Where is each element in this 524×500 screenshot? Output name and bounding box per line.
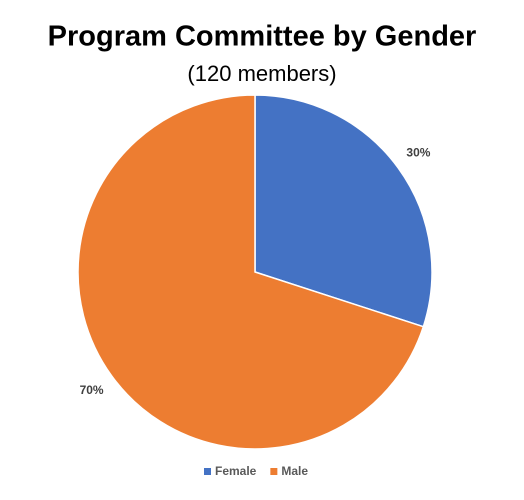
chart-title: Program Committee by Gender — [48, 21, 477, 53]
legend-swatch — [270, 468, 278, 475]
legend-label: Male — [281, 464, 308, 478]
legend-swatch — [204, 468, 211, 475]
pie-slice — [254, 94, 433, 328]
chart-subtitle: (120 members) — [187, 61, 336, 86]
pie-slice — [77, 94, 425, 450]
value-label: 70% — [80, 383, 104, 397]
legend-label: Female — [215, 464, 257, 478]
value-label: 30% — [406, 145, 430, 159]
